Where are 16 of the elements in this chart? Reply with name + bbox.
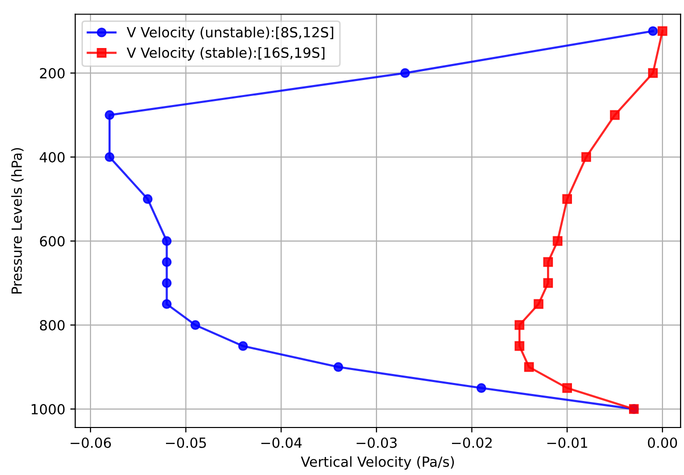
legend-label: V Velocity (stable):[16S,19S] xyxy=(126,47,324,61)
y-axis-title: Pressure Levels (hPa) xyxy=(11,148,24,294)
y-tick-label: 800 xyxy=(40,320,65,330)
y-tick-label: 400 xyxy=(40,152,65,163)
x-tick-label: −0.03 xyxy=(356,437,397,448)
y-tick-label: 600 xyxy=(40,236,65,247)
x-tick-label: −0.04 xyxy=(261,437,302,448)
x-tick-label: 0.00 xyxy=(648,437,678,448)
y-tick-label: 1000 xyxy=(32,404,65,414)
legend-label: V Velocity (unstable):[8S,12S] xyxy=(126,26,334,40)
x-tick-label: −0.05 xyxy=(166,437,206,448)
x-tick-label: −0.02 xyxy=(452,437,492,448)
x-tick-label: −0.06 xyxy=(70,437,111,448)
x-axis-title: Vertical Velocity (Pa/s) xyxy=(300,456,454,470)
y-tick-label: 200 xyxy=(40,68,65,79)
x-tick-label: −0.01 xyxy=(547,437,588,448)
